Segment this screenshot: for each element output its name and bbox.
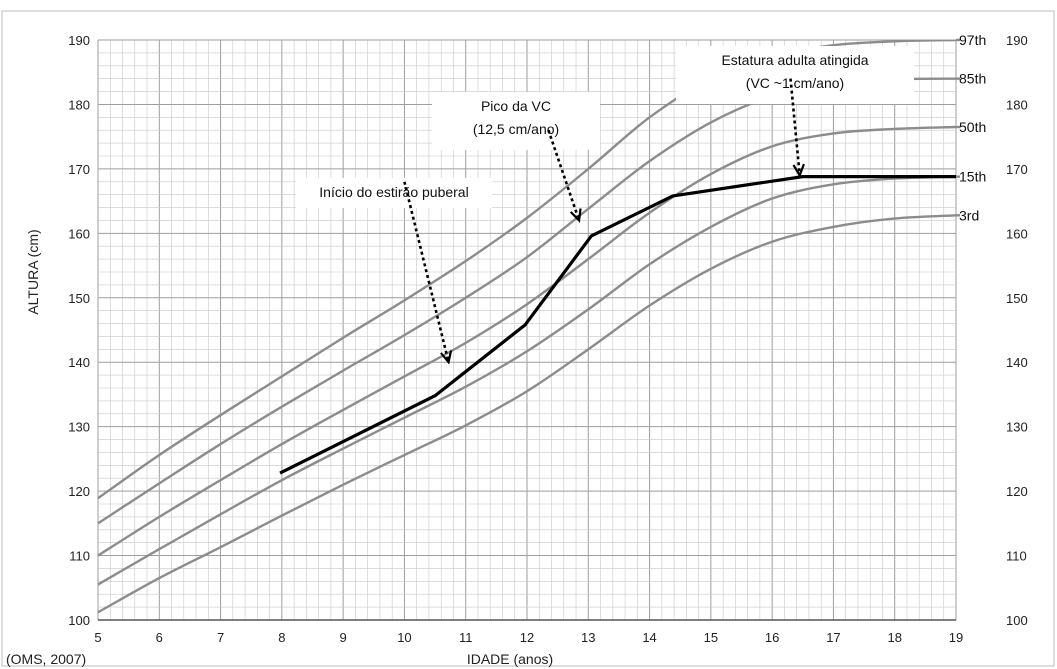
x-tick-label: 15 [704, 630, 718, 645]
x-tick-label: 19 [949, 630, 963, 645]
percentile-curve [97, 175, 957, 586]
y-tick-label-right: 140 [1006, 355, 1028, 370]
percentile-curve [97, 125, 957, 557]
y-tick-label-right: 190 [1006, 33, 1028, 48]
x-tick-label: 13 [581, 630, 595, 645]
x-axis-label: IDADE (anos) [467, 651, 553, 667]
percentile-label: 3rd [959, 207, 979, 223]
annotation-arrow [403, 181, 450, 363]
x-tick-label: 5 [94, 630, 101, 645]
x-tick-label: 17 [826, 630, 840, 645]
annotation-box [676, 46, 914, 104]
annotation-box [432, 92, 600, 150]
percentile-label: 50th [959, 119, 986, 135]
annotation-text: (12,5 cm/ano) [473, 121, 559, 137]
y-tick-label-right: 110 [1006, 549, 1027, 564]
x-tick-label: 11 [459, 630, 473, 645]
y-tick-label-right: 100 [1006, 613, 1028, 628]
x-tick-label: 8 [278, 630, 285, 645]
y-tick-label-right: 180 [1006, 97, 1028, 112]
x-tick-label: 18 [887, 630, 901, 645]
y-tick-label-right: 160 [1006, 226, 1028, 241]
y-tick-label-left: 190 [68, 33, 90, 48]
x-tick-label: 9 [340, 630, 347, 645]
y-tick-label-left: 160 [68, 226, 90, 241]
y-tick-label-right: 120 [1006, 484, 1028, 499]
x-tick-label: 16 [765, 630, 779, 645]
annotation-text: Estatura adulta atingida [721, 52, 868, 68]
annotation-arrowhead [792, 163, 805, 178]
percentile-curve [97, 214, 957, 614]
percentile-label: 97th [959, 32, 986, 48]
y-tick-label-left: 100 [68, 613, 90, 628]
annotation-text: Início do estirão puberal [319, 184, 468, 200]
percentile-label: 85th [959, 71, 986, 87]
y-tick-label-left: 120 [68, 484, 90, 499]
y-tick-label-left: 130 [68, 420, 90, 435]
annotation-arrowhead [440, 350, 453, 365]
y-tick-label-left: 140 [68, 355, 90, 370]
y-tick-label-left: 170 [68, 162, 90, 177]
y-tick-label-left: 180 [68, 97, 90, 112]
x-tick-label: 12 [520, 630, 534, 645]
y-tick-label-right: 150 [1006, 291, 1028, 306]
annotation-box [296, 178, 492, 208]
x-tick-label: 6 [156, 630, 163, 645]
annotation-arrowhead [569, 208, 582, 223]
percentile-label: 15th [959, 169, 986, 185]
y-tick-label-right: 130 [1006, 420, 1028, 435]
source-citation: (OMS, 2007) [6, 651, 86, 667]
x-tick-label: 14 [642, 630, 656, 645]
x-tick-label: 10 [397, 630, 411, 645]
tick-labels: 5 6 7 8 9 10 11 12 13 14 15 16 17 18 19 100 100 110 110 120… [68, 33, 1027, 645]
y-tick-label-left: 150 [68, 291, 90, 306]
annotation-arrow [547, 129, 581, 221]
annotation-text: Pico da VC [481, 98, 551, 114]
patient-growth-line [279, 175, 957, 475]
y-tick-label-right: 170 [1006, 162, 1028, 177]
x-tick-label: 7 [217, 630, 224, 645]
annotations: Início do estirão puberal Pico da VC (12,5… [296, 46, 914, 365]
y-axis-label: ALTURA (cm) [25, 229, 41, 314]
annotation-text: (VC ~1 cm/ano) [746, 75, 844, 91]
y-tick-label-left: 110 [69, 549, 90, 564]
annotation-arrow [789, 78, 802, 176]
